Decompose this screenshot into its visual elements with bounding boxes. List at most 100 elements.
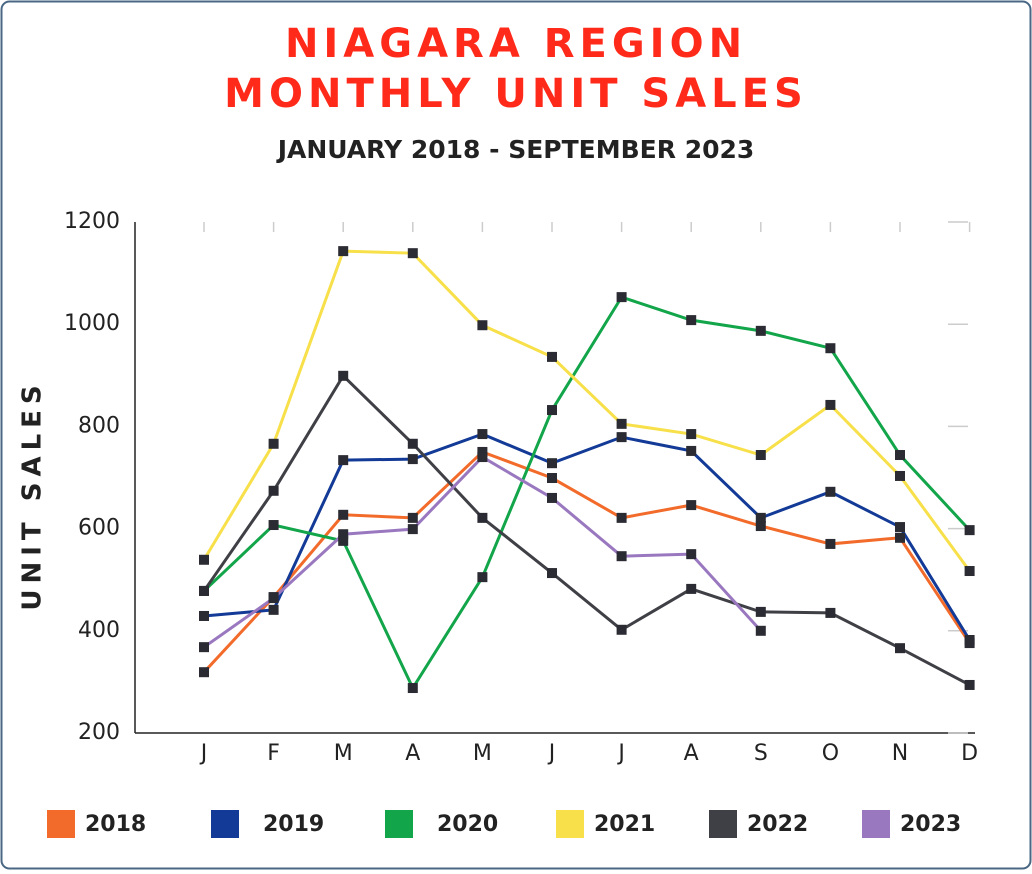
point-marker bbox=[616, 551, 627, 562]
point-marker bbox=[407, 512, 418, 523]
point-marker bbox=[547, 405, 557, 416]
series-line bbox=[202, 295, 971, 692]
point-marker bbox=[616, 432, 627, 443]
point-marker bbox=[477, 572, 488, 583]
legend-label: 2020 bbox=[437, 812, 498, 837]
point-marker bbox=[407, 248, 418, 259]
y-tick-label: 400 bbox=[78, 618, 120, 643]
point-marker bbox=[407, 683, 418, 694]
point-marker bbox=[338, 370, 349, 381]
y-tick-label: 600 bbox=[78, 516, 120, 541]
x-tick-label: A bbox=[684, 741, 699, 766]
x-tick-label: M bbox=[334, 741, 353, 766]
point-marker bbox=[547, 492, 557, 503]
x-tick-label: A bbox=[405, 741, 420, 766]
y-axis-label: UNIT SALES bbox=[18, 379, 48, 610]
chart-subtitle: JANUARY 2018 - SEPTEMBER 2023 bbox=[276, 135, 755, 164]
legend-label: 2021 bbox=[594, 812, 655, 837]
point-marker bbox=[199, 585, 209, 596]
point-marker bbox=[199, 610, 209, 621]
point-marker bbox=[407, 454, 418, 465]
point-marker bbox=[407, 438, 418, 449]
point-marker bbox=[964, 566, 975, 577]
point-marker bbox=[616, 292, 627, 303]
point-marker bbox=[547, 568, 557, 579]
y-tick-label: 1000 bbox=[64, 311, 120, 336]
y-tick-label: 800 bbox=[78, 413, 120, 438]
point-marker bbox=[895, 522, 905, 533]
point-marker bbox=[338, 246, 349, 257]
x-tick-label: J bbox=[547, 741, 556, 766]
point-marker bbox=[477, 429, 488, 440]
x-tick-label: N bbox=[892, 741, 908, 766]
point-marker bbox=[268, 485, 279, 496]
x-tick-label: D bbox=[961, 741, 978, 766]
y-tick-label: 1200 bbox=[64, 209, 120, 234]
point-marker bbox=[547, 473, 557, 484]
point-marker bbox=[268, 438, 279, 449]
x-tick-label: J bbox=[616, 741, 625, 766]
series-line bbox=[202, 450, 971, 674]
point-marker bbox=[268, 604, 279, 615]
point-marker bbox=[825, 399, 836, 410]
legend-label: 2022 bbox=[747, 812, 808, 837]
point-marker bbox=[895, 532, 905, 543]
series-line bbox=[203, 432, 971, 641]
x-tick-label: F bbox=[267, 741, 280, 766]
legend-swatch bbox=[47, 810, 75, 838]
point-marker bbox=[825, 343, 836, 354]
point-marker bbox=[268, 520, 279, 531]
legend-swatch bbox=[709, 810, 737, 838]
chart-title: MONTHLY UNIT SALES bbox=[224, 71, 808, 117]
legend-swatch bbox=[211, 810, 239, 838]
chart-title: NIAGARA REGION bbox=[285, 21, 747, 67]
point-marker bbox=[199, 642, 209, 653]
point-marker bbox=[338, 509, 349, 520]
legend-swatch bbox=[862, 810, 890, 838]
point-marker bbox=[895, 470, 905, 481]
point-marker bbox=[477, 452, 488, 463]
point-marker bbox=[964, 634, 975, 645]
series-line bbox=[202, 249, 971, 572]
y-tick-label: 200 bbox=[78, 720, 120, 745]
point-marker bbox=[686, 315, 697, 326]
legend-label: 2023 bbox=[900, 812, 961, 837]
x-tick-label: J bbox=[199, 741, 208, 766]
point-marker bbox=[477, 320, 488, 331]
point-marker bbox=[686, 445, 697, 456]
legend-label: 2018 bbox=[85, 812, 146, 837]
point-marker bbox=[338, 455, 349, 466]
point-marker bbox=[616, 418, 627, 429]
point-marker bbox=[895, 643, 905, 654]
point-marker bbox=[199, 554, 209, 565]
point-marker bbox=[338, 529, 349, 540]
point-marker bbox=[825, 486, 836, 497]
point-marker bbox=[616, 512, 627, 523]
point-marker bbox=[964, 679, 975, 690]
point-marker bbox=[686, 429, 697, 440]
x-tick-label: S bbox=[754, 741, 768, 766]
point-marker bbox=[199, 667, 209, 678]
point-marker bbox=[616, 624, 627, 635]
point-marker bbox=[825, 607, 836, 618]
point-marker bbox=[755, 325, 766, 336]
point-marker bbox=[338, 535, 349, 546]
point-marker bbox=[755, 521, 766, 532]
point-marker bbox=[686, 549, 697, 560]
point-marker bbox=[268, 593, 279, 604]
point-marker bbox=[964, 525, 975, 536]
legend-swatch bbox=[385, 810, 413, 838]
point-marker bbox=[686, 583, 697, 594]
point-marker bbox=[755, 606, 766, 617]
point-marker bbox=[895, 450, 905, 461]
point-marker bbox=[755, 625, 766, 636]
point-marker bbox=[477, 512, 488, 523]
point-marker bbox=[547, 351, 557, 362]
point-marker bbox=[407, 524, 418, 535]
point-marker bbox=[755, 450, 766, 461]
point-marker bbox=[825, 538, 836, 549]
point-marker bbox=[686, 500, 697, 511]
point-marker bbox=[547, 458, 557, 469]
